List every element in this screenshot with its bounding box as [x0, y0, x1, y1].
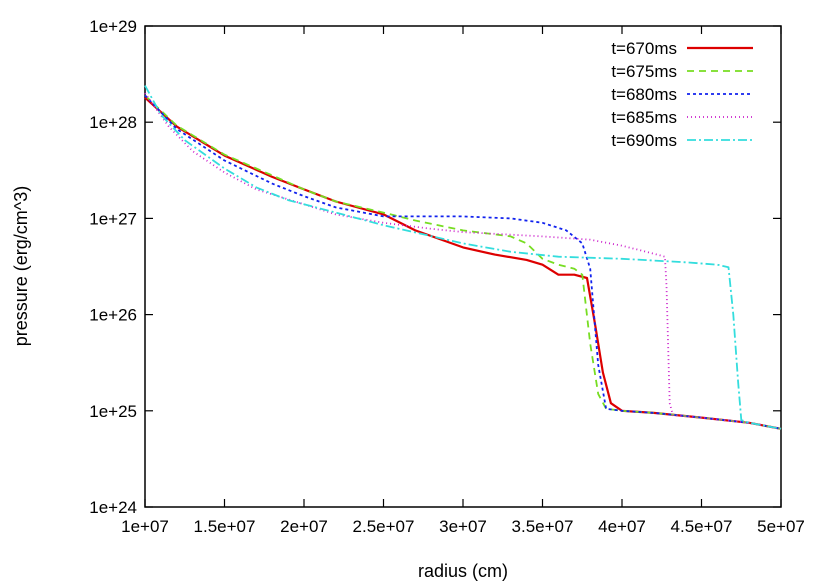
x-tick-label: 3.5e+07	[512, 517, 574, 536]
y-tick-label: 1e+29	[89, 17, 137, 36]
series-line-t=685ms	[144, 92, 782, 430]
legend: t=670ms t=675ms t=680ms t=685ms t=690ms	[611, 39, 753, 150]
y-axis-label: pressure (erg/cm^3)	[11, 186, 31, 347]
y-tick-label: 1e+27	[89, 209, 137, 228]
x-tick-label: 4e+07	[598, 517, 646, 536]
legend-label: t=680ms	[611, 85, 677, 104]
x-tick-label: 2.5e+07	[353, 517, 415, 536]
y-tick-label: 1e+24	[89, 498, 137, 517]
series-line-t=690ms	[144, 85, 782, 430]
legend-label: t=685ms	[611, 108, 677, 127]
legend-label: t=690ms	[611, 131, 677, 150]
x-tick-label: 1e+07	[121, 517, 169, 536]
series-line-t=670ms	[144, 96, 782, 430]
y-tick-label: 1e+26	[89, 306, 137, 325]
x-tick-label: 4.5e+07	[671, 517, 733, 536]
legend-label: t=675ms	[611, 62, 677, 81]
series-line-t=680ms	[144, 94, 782, 430]
x-tick-label: 1.5e+07	[194, 517, 256, 536]
series-lines	[144, 85, 782, 430]
y-tick-label: 1e+28	[89, 113, 137, 132]
x-tick-label: 2e+07	[280, 517, 328, 536]
legend-label: t=670ms	[611, 39, 677, 58]
y-tick-label: 1e+25	[89, 402, 137, 421]
x-tick-label: 5e+07	[757, 517, 805, 536]
series-line-t=675ms	[144, 94, 782, 430]
x-axis-label: radius (cm)	[418, 561, 508, 581]
plot-frame	[144, 25, 782, 508]
x-tick-label: 3e+07	[439, 517, 487, 536]
axis-ticks: 1e+07 1.5e+07 2e+07 2.5e+07 3e+07 3.5e+07 4e+0…	[89, 17, 805, 536]
